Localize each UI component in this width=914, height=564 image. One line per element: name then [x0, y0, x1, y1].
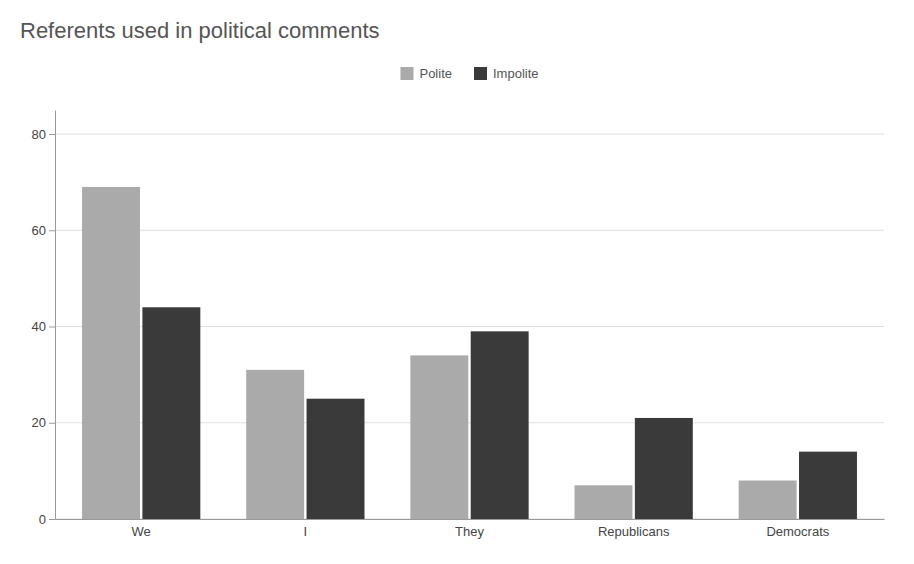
x-tick-label: Democrats: [766, 524, 829, 539]
y-tick: 40: [32, 319, 55, 334]
chart-svg: Referents used in political comments We I T…: [0, 0, 914, 564]
x-axis-line: [56, 519, 885, 520]
x-tick: Democrats: [766, 524, 829, 539]
y-tick-mark: [49, 423, 55, 424]
legend-label: Polite: [419, 66, 452, 81]
y-axis: 0 20 40 60 80: [32, 111, 56, 527]
legend: Polite Impolite: [400, 66, 538, 81]
grid-line: [55, 134, 884, 135]
y-tick: 60: [32, 223, 55, 238]
x-tick: We: [132, 524, 151, 539]
bar: [471, 331, 529, 519]
x-tick: They: [455, 524, 484, 539]
x-tick-label: We: [132, 524, 151, 539]
title: Referents used in political comments: [20, 18, 380, 43]
x-axis: We I They Republicans Democrats: [56, 520, 885, 540]
y-tick: 80: [32, 127, 55, 142]
legend-label: Impolite: [493, 66, 539, 81]
y-tick-label: 0: [39, 512, 46, 527]
legend-swatch: [400, 67, 413, 80]
y-tick-mark: [49, 230, 55, 231]
bar: [410, 355, 468, 519]
y-tick: 0: [39, 512, 55, 527]
bar: [307, 399, 365, 519]
y-tick-label: 40: [32, 319, 46, 334]
bars: [82, 187, 857, 519]
bar: [246, 370, 304, 519]
y-tick-label: 20: [32, 415, 46, 430]
bar: [82, 187, 140, 519]
bar: [799, 452, 857, 519]
y-tick-label: 60: [32, 223, 46, 238]
bar: [142, 307, 200, 519]
legend-item: Polite: [400, 66, 452, 81]
grid-line: [55, 230, 884, 231]
y-tick-mark: [49, 519, 55, 520]
bar-series: [82, 187, 797, 519]
y-axis-line: [55, 111, 56, 520]
bar: [739, 481, 797, 519]
x-tick-label: I: [304, 524, 308, 539]
y-tick-mark: [49, 134, 55, 135]
y-tick-label: 80: [32, 127, 46, 142]
y-tick-mark: [49, 327, 55, 328]
x-tick: I: [304, 524, 308, 539]
grid: [55, 134, 884, 519]
bar: [635, 418, 693, 519]
y-tick: 20: [32, 415, 55, 430]
legend-swatch: [474, 67, 487, 80]
x-tick: Republicans: [598, 524, 670, 539]
plot: We I They Republicans Democrats 0 20 40 60 80: [32, 111, 885, 540]
x-tick-label: They: [455, 524, 484, 539]
bar: [575, 485, 633, 519]
x-tick-label: Republicans: [598, 524, 670, 539]
legend-item: Impolite: [474, 66, 539, 81]
bar-series: [142, 307, 857, 519]
